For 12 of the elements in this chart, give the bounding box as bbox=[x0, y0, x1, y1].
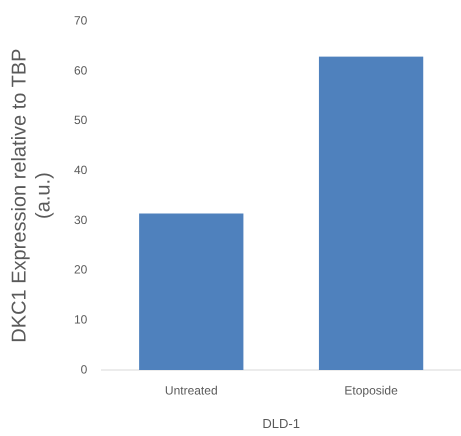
y-axis-title: DKC1 Expression relative to TBP (a.u.) bbox=[8, 48, 55, 343]
y-tick-label: 60 bbox=[74, 63, 88, 78]
y-tick-label: 70 bbox=[74, 14, 88, 28]
x-axis-title: DLD-1 bbox=[262, 416, 300, 431]
y-tick-label: 30 bbox=[74, 212, 88, 227]
x-tick-label: Untreated bbox=[164, 384, 218, 398]
y-tick-label: 20 bbox=[74, 262, 88, 277]
y-tick-label: 10 bbox=[74, 312, 88, 326]
x-tick-label: Etoposide bbox=[344, 384, 398, 398]
y-tick-label: 0 bbox=[80, 362, 88, 376]
y-tick-label: 50 bbox=[74, 113, 88, 128]
y-tick-label: 40 bbox=[74, 163, 88, 177]
